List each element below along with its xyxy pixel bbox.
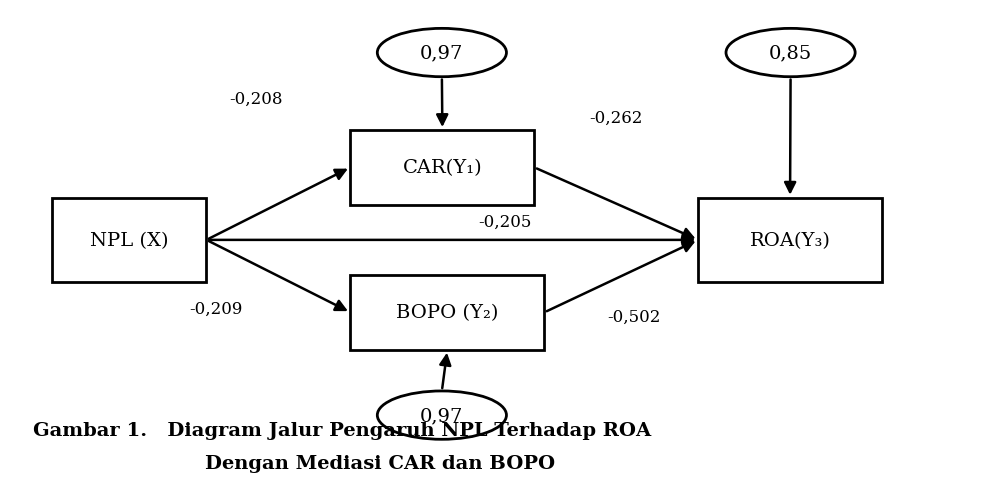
Text: Dengan Mediasi CAR dan BOPO: Dengan Mediasi CAR dan BOPO [205, 454, 555, 472]
Bar [53, 198, 207, 283]
Ellipse shape [378, 29, 506, 78]
Text: 0,85: 0,85 [769, 44, 812, 62]
Ellipse shape [378, 391, 506, 439]
Text: NPL (X): NPL (X) [90, 231, 169, 249]
Text: Gambar 1.   Diagram Jalur Pengaruh NPL Terhadap ROA: Gambar 1. Diagram Jalur Pengaruh NPL Ter… [33, 421, 650, 439]
Text: CAR(Y₁): CAR(Y₁) [403, 159, 483, 177]
Text: ROA(Y₃): ROA(Y₃) [749, 231, 830, 249]
Text: 0,97: 0,97 [421, 407, 464, 424]
Text: -0,209: -0,209 [190, 301, 243, 318]
Text: 0,97: 0,97 [421, 44, 464, 62]
Text: -0,502: -0,502 [607, 308, 660, 325]
Ellipse shape [726, 29, 855, 78]
Text: -0,208: -0,208 [230, 91, 283, 108]
Bar [351, 275, 544, 350]
Text: -0,262: -0,262 [589, 110, 642, 127]
Text: BOPO (Y₂): BOPO (Y₂) [397, 304, 499, 322]
Text: -0,205: -0,205 [478, 214, 531, 231]
Bar [698, 198, 882, 283]
Bar [351, 131, 534, 205]
